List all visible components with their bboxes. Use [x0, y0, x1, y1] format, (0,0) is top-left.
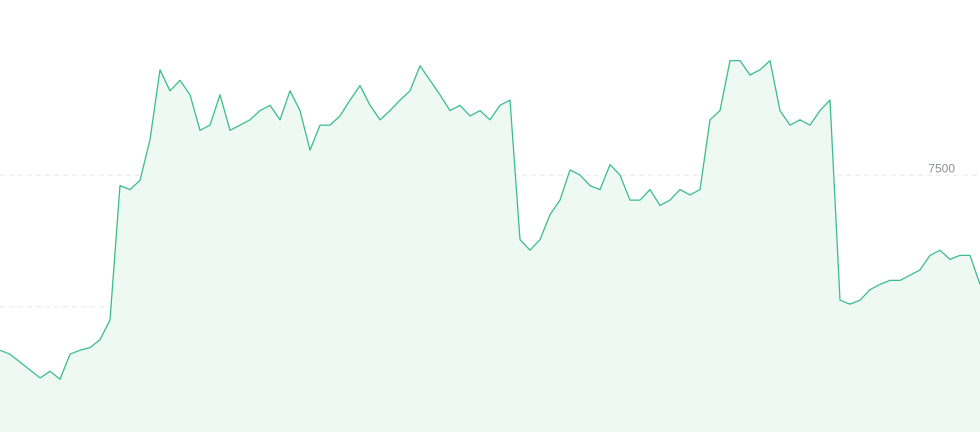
line — [0, 59, 980, 380]
area — [0, 60, 980, 432]
y-tick-label: 7500 — [928, 161, 955, 175]
